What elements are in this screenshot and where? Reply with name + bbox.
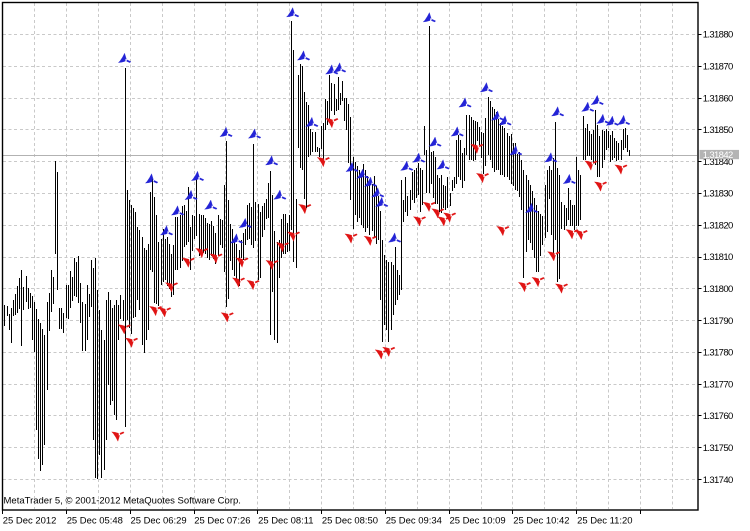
svg-text:1.31760: 1.31760 [703,411,733,422]
svg-text:25 Dec 06:29: 25 Dec 06:29 [131,515,187,526]
svg-text:1.31840: 1.31840 [703,157,733,168]
svg-text:25 Dec 10:42: 25 Dec 10:42 [513,515,569,526]
svg-text:25 Dec 08:11: 25 Dec 08:11 [258,515,313,526]
svg-text:1.31820: 1.31820 [703,220,733,231]
svg-text:1.31750: 1.31750 [703,443,733,454]
svg-text:1.31770: 1.31770 [703,379,733,390]
svg-text:1.31800: 1.31800 [703,284,733,295]
svg-text:1.31830: 1.31830 [703,189,733,200]
svg-text:25 Dec 07:26: 25 Dec 07:26 [194,515,250,526]
svg-text:25 Dec 10:09: 25 Dec 10:09 [450,515,506,526]
svg-text:25 Dec 11:20: 25 Dec 11:20 [577,515,632,526]
svg-text:25 Dec 05:48: 25 Dec 05:48 [67,515,123,526]
svg-text:1.31860: 1.31860 [703,93,733,104]
svg-text:1.31780: 1.31780 [703,348,733,359]
svg-text:25 Dec 2012: 25 Dec 2012 [3,515,57,526]
svg-text:1.31842: 1.31842 [703,150,733,161]
svg-text:1.31790: 1.31790 [703,316,733,327]
svg-text:1.31810: 1.31810 [703,252,733,263]
svg-text:1.31740: 1.31740 [703,475,733,486]
svg-text:1.31850: 1.31850 [703,125,733,136]
svg-text:25 Dec 08:50: 25 Dec 08:50 [322,515,378,526]
svg-text:MetaTrader 5, © 2001-2012 Meta: MetaTrader 5, © 2001-2012 MetaQuotes Sof… [4,496,241,507]
svg-text:1.31870: 1.31870 [703,62,733,73]
svg-text:1.31880: 1.31880 [703,30,733,41]
svg-text:25 Dec 09:34: 25 Dec 09:34 [386,515,442,526]
